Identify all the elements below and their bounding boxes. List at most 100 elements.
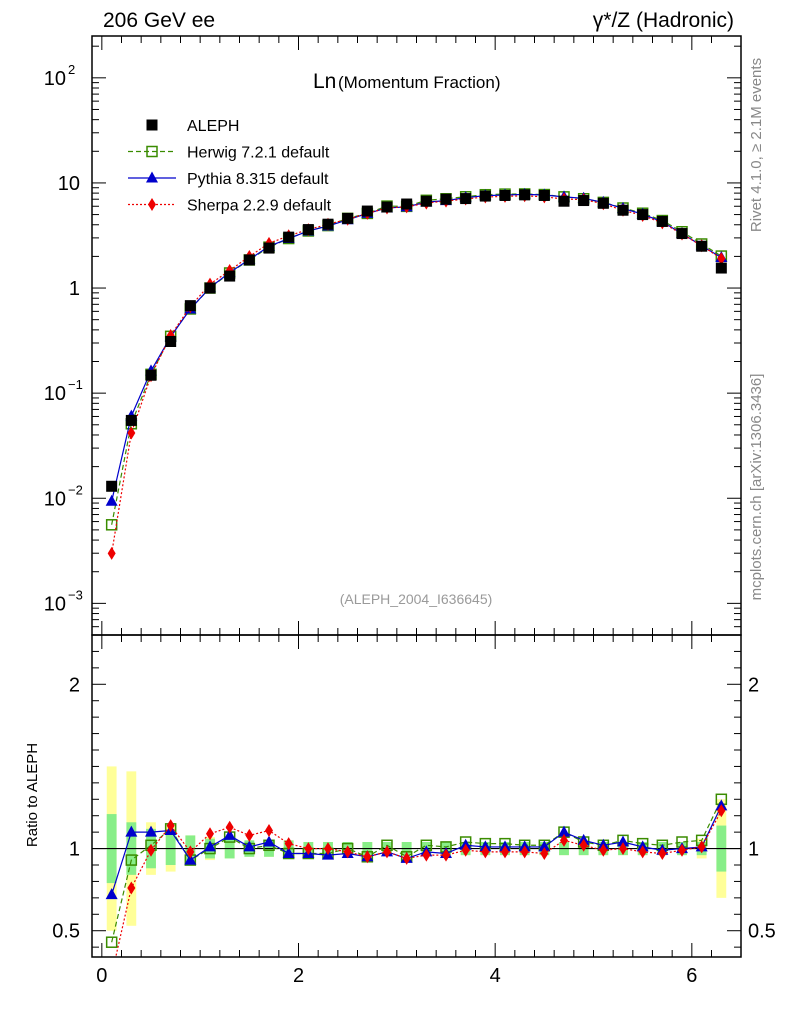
ratio-series-point (125, 854, 138, 866)
ratio-series-point (402, 851, 411, 865)
ratio-series-point (717, 804, 726, 818)
data-point (145, 369, 157, 381)
data-point (617, 204, 629, 216)
main-ytick-label: 1 (69, 278, 80, 300)
ratio-series-point (206, 827, 214, 841)
data-point (578, 195, 590, 207)
ratio-series-point (560, 833, 568, 847)
ratio-series-point (166, 819, 175, 833)
ratio-series-point (243, 840, 256, 852)
ratio-series-point (145, 825, 157, 837)
data-point (283, 231, 295, 243)
data-point (204, 282, 216, 294)
ratio-series-point (127, 881, 136, 895)
ratio-ylabel: Ratio to ALEPH (24, 743, 41, 847)
series-pythia (105, 187, 728, 506)
ratio-series-pythia (105, 799, 728, 900)
ratio-series-point (105, 936, 118, 948)
ratio-ytick-label-right: 0.5 (748, 921, 776, 943)
ratio-series-point (540, 847, 549, 860)
ratio-series-point (343, 845, 352, 859)
ratio-series-point (558, 825, 570, 837)
main-ytick-exponent: 2 (68, 62, 75, 77)
data-point (676, 228, 688, 240)
data-point (499, 189, 511, 201)
data-point (361, 205, 373, 217)
legend-label: ALEPH (187, 118, 239, 135)
ratio-series-point (538, 840, 551, 852)
data-point (165, 336, 177, 348)
data-point (184, 300, 196, 312)
ratio-ytick-label-right: 1 (748, 839, 759, 861)
series-point (127, 426, 136, 440)
data-point (715, 262, 727, 274)
side-text-mcplots: mcplots.cern.ch [arXiv:1306.3436] (748, 374, 765, 601)
ratio-series-point (481, 845, 490, 859)
ratio-series-point (284, 837, 293, 851)
data-point (597, 197, 609, 209)
data-point (656, 215, 668, 227)
ratio-series-herwig (105, 793, 728, 948)
ratio-ytick-label-left: 0.5 (52, 921, 80, 943)
data-point (519, 189, 531, 201)
main-ytick-label: 10 (44, 68, 66, 90)
header-right: γ*/Z (Hadronic) (593, 9, 734, 32)
legend-marker (146, 171, 158, 183)
ratio-series-point (363, 850, 372, 864)
ratio-series-point (184, 853, 197, 865)
ratio-series-point (304, 842, 313, 856)
ratio-series-point (520, 845, 529, 859)
ratio-series-point (579, 838, 588, 852)
ratio-series-point (282, 847, 295, 858)
series-line (111, 193, 722, 502)
data-point (125, 414, 137, 426)
ratio-series-point (619, 842, 627, 856)
main-ytick-label: 10 (44, 593, 66, 615)
chart-title-main: Ln (313, 70, 336, 93)
ratio-ytick-label-right: 2 (748, 674, 759, 696)
legend-label: Herwig 7.2.1 default (187, 145, 330, 162)
data-point (263, 242, 275, 254)
data-point (243, 254, 255, 266)
data-point (322, 218, 334, 230)
data-point (558, 195, 570, 207)
ratio-series-point (638, 845, 647, 859)
ratio-series-point (263, 835, 275, 847)
ratio-ytick-label-left: 1 (69, 839, 80, 861)
chart-title-sub: (Momentum Fraction) (338, 73, 500, 92)
legend-label: Pythia 8.315 default (187, 171, 329, 188)
legend-marker (148, 198, 156, 211)
data-point (538, 189, 550, 201)
data-point (460, 193, 472, 205)
main-ytick-label: 10 (44, 488, 66, 510)
series-line (111, 193, 722, 525)
data-point (420, 195, 432, 207)
data-point (696, 240, 708, 252)
ratio-series-point (442, 848, 450, 862)
ratio-series-point (697, 840, 706, 854)
data-point (401, 198, 413, 210)
main-ytick-exponent: −2 (68, 482, 83, 497)
ratio-series-point (422, 848, 431, 862)
data-point (302, 224, 314, 236)
legend: ALEPH Herwig 7.2.1 default Pythia 8.315 de… (128, 118, 332, 215)
ratio-ytick-label-left: 2 (69, 674, 80, 696)
data-point (381, 201, 393, 213)
ratio-series-sherpa (115, 804, 726, 957)
ratio-panel: 0.5 0.5 1 1 2 2 0 2 4 6 (52, 634, 776, 987)
series-herwig (105, 188, 728, 531)
header-left: 206 GeV ee (103, 9, 215, 32)
main-ytick-label: 10 (44, 383, 66, 405)
main-ytick-exponent: −3 (68, 587, 83, 602)
ratio-series-line (111, 805, 722, 895)
ratio-series-point (125, 825, 138, 837)
ratio-series-point (658, 847, 667, 860)
ratio-series-point (105, 888, 118, 900)
main-ytick-label: 10 (58, 173, 80, 195)
xtick-label: 2 (293, 965, 304, 987)
ratio-series-point (245, 828, 254, 842)
ratio-series-point (324, 842, 332, 856)
data-point (224, 270, 236, 282)
series-sherpa (107, 189, 726, 560)
